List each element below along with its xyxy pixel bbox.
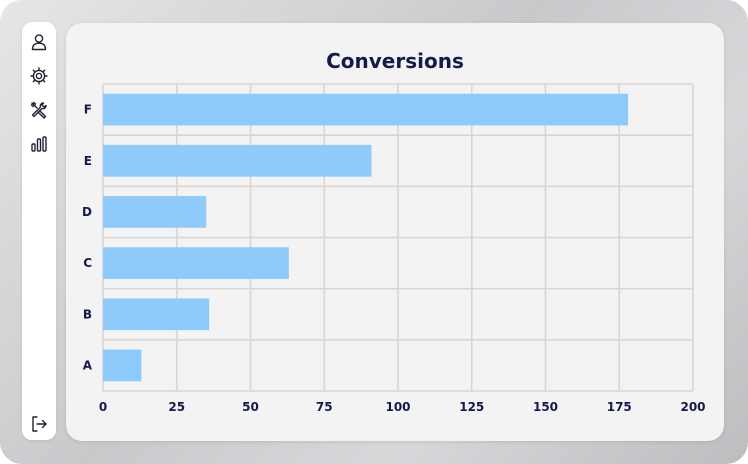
bar	[103, 144, 372, 177]
x-tick-label: 200	[680, 400, 705, 414]
y-tick-label: E	[84, 154, 92, 168]
sidebar-item-profile[interactable]	[29, 32, 49, 52]
y-tick-label: F	[84, 103, 92, 117]
sidebar-item-analytics[interactable]	[29, 134, 49, 154]
x-tick-label: 50	[242, 400, 259, 414]
x-tick-label: 25	[168, 400, 185, 414]
bar	[103, 349, 142, 382]
bar-chart-icon	[31, 136, 47, 152]
y-tick-label: A	[83, 358, 93, 372]
x-tick-label: 0	[99, 400, 107, 414]
tools-icon	[30, 101, 47, 119]
bar	[103, 298, 210, 331]
x-tick-label: 150	[533, 400, 558, 414]
bar-chart: 0 25 50 75 100 125 150 175 200 A B C D E F	[82, 83, 706, 414]
sidebar-item-settings[interactable]	[29, 66, 49, 86]
bar	[103, 196, 207, 228]
y-tick-label: D	[82, 205, 92, 219]
x-tick-label: 125	[459, 400, 484, 414]
bar	[103, 247, 289, 279]
user-icon	[31, 34, 47, 51]
chart-panel: Conversions 0 25 50 75 100 125 150 175 200 A B C D E F	[66, 23, 724, 441]
sidebar-item-tools[interactable]	[29, 100, 49, 120]
logout-icon	[32, 416, 47, 432]
x-tick-label: 75	[316, 400, 333, 414]
bar	[103, 93, 629, 126]
sidebar	[22, 22, 56, 440]
x-tick-label: 100	[385, 400, 410, 414]
logout-button[interactable]	[29, 414, 49, 434]
x-tick-label: 175	[607, 400, 632, 414]
y-tick-label: B	[83, 307, 92, 321]
y-tick-label: C	[83, 256, 92, 270]
chart-title: Conversions	[326, 49, 464, 73]
gear-icon	[30, 67, 48, 85]
